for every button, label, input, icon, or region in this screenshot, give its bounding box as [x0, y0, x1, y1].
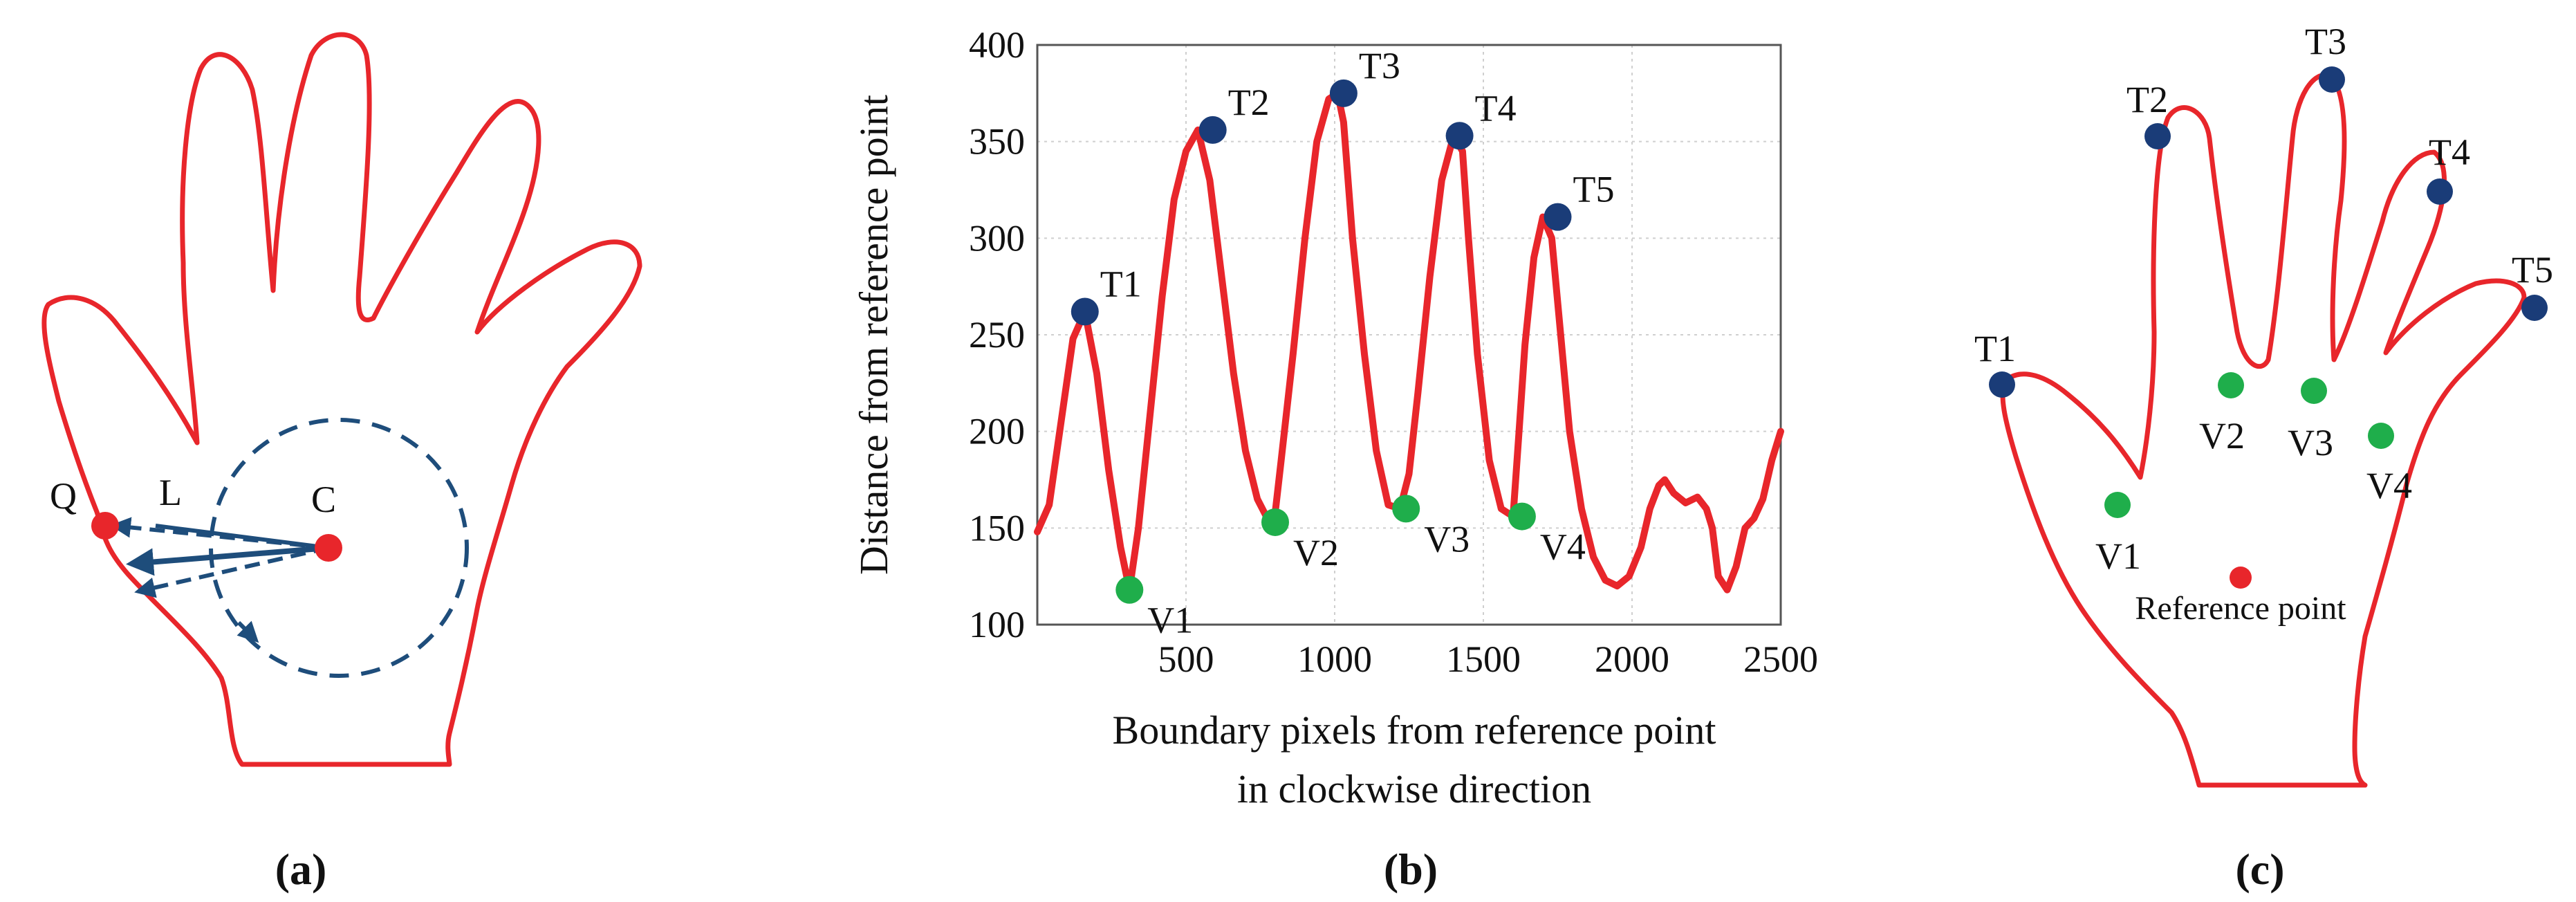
hand-outline-a — [41, 32, 642, 767]
x-tick-label: 2000 — [1595, 638, 1669, 680]
y-tick-label: 150 — [969, 507, 1025, 549]
label-q: Q — [50, 475, 77, 517]
valley-v2-c — [2218, 372, 2244, 398]
valley-label-v2: V2 — [1293, 532, 1339, 573]
tip-marker-t3 — [1329, 79, 1358, 107]
tip-label-t1: T1 — [1100, 263, 1142, 304]
y-tick-label: 200 — [969, 411, 1025, 452]
y-tick-label: 350 — [969, 121, 1025, 163]
reference-point — [2230, 567, 2252, 589]
label-t5-c: T5 — [2512, 249, 2553, 291]
y-tick-label: 250 — [969, 314, 1025, 356]
x-axis-title-line2: in clockwise direction — [1237, 766, 1591, 811]
point-c — [315, 534, 342, 562]
valley-marker-v1 — [1115, 576, 1144, 604]
x-tick-label: 500 — [1158, 638, 1214, 680]
tip-t1-c — [1989, 371, 2015, 398]
x-tick-label: 1500 — [1446, 638, 1521, 680]
vector-arrow-3 — [134, 546, 329, 598]
tip-t2-c — [2144, 123, 2171, 149]
label-c: C — [311, 479, 336, 520]
rotation-arrow — [237, 620, 259, 643]
label-v3-c: V3 — [2288, 422, 2333, 463]
tip-label-t2: T2 — [1228, 82, 1270, 123]
vector-arrow-2 — [126, 545, 329, 576]
tip-marker-t4 — [1445, 122, 1474, 150]
tip-marker-t5 — [1544, 203, 1572, 231]
valley-label-v3: V3 — [1424, 518, 1470, 560]
valley-v4-c — [2368, 423, 2394, 449]
panel-b-chart: 100 150 200 250 300 350 400 500 1000 1500 2000 2500… — [851, 24, 1818, 894]
marker-layer: T1 T2 T3 T4 T5 V1 V2 V3 V4 — [1071, 45, 1615, 641]
panel-c: T1 T2 T3 T4 T5 V1 V2 V3 V4 Reference poi… — [1974, 21, 2553, 894]
tip-t4-c — [2427, 178, 2453, 205]
y-tick-label: 100 — [969, 604, 1025, 645]
tick-layer: 100 150 200 250 300 350 400 500 1000 1500 2000 2500 — [969, 24, 1818, 680]
tip-label-t4: T4 — [1475, 87, 1517, 129]
x-tick-label: 1000 — [1297, 638, 1372, 680]
tip-t3-c — [2319, 66, 2345, 93]
label-t2-c: T2 — [2126, 79, 2168, 120]
hand-outline-c — [2000, 73, 2527, 788]
label-t4-c: T4 — [2429, 131, 2470, 173]
distance-curve — [1034, 89, 1784, 593]
valley-marker-v3 — [1392, 495, 1420, 523]
caption-c: (c) — [2235, 845, 2284, 894]
label-v2-c: V2 — [2199, 415, 2245, 457]
label-t1-c: T1 — [1974, 328, 2016, 369]
x-axis-title-line1: Boundary pixels from reference point — [1113, 708, 1716, 753]
tip-marker-t2 — [1198, 116, 1227, 144]
y-tick-label: 300 — [969, 217, 1025, 259]
valley-v3-c — [2301, 378, 2327, 404]
label-v4-c: V4 — [2366, 465, 2412, 506]
y-axis-title: Distance from reference point — [851, 95, 896, 575]
vector-arrow-4 — [155, 524, 329, 550]
caption-b: (b) — [1384, 845, 1438, 894]
tip-label-t5: T5 — [1573, 169, 1615, 210]
point-q — [91, 512, 119, 540]
panel-a: Q L C (a) — [41, 32, 642, 894]
valley-label-v4: V4 — [1540, 526, 1586, 568]
caption-a: (a) — [275, 845, 327, 894]
label-reference-point: Reference point — [2135, 590, 2346, 627]
valley-label-v1: V1 — [1147, 600, 1193, 641]
label-v1-c: V1 — [2095, 535, 2141, 577]
plot-frame — [1036, 44, 1782, 626]
valley-v1-c — [2104, 492, 2131, 518]
tip-label-t3: T3 — [1359, 45, 1400, 86]
label-t3-c: T3 — [2305, 21, 2346, 62]
valley-marker-v4 — [1508, 502, 1536, 531]
grid-layer — [1037, 45, 1781, 625]
tip-marker-t1 — [1071, 297, 1099, 326]
y-tick-label: 400 — [969, 24, 1025, 66]
palm-circle-dashed — [209, 418, 469, 678]
label-l: L — [159, 472, 182, 513]
x-tick-label: 2500 — [1743, 638, 1818, 680]
valley-marker-v2 — [1261, 508, 1289, 536]
tip-t5-c — [2521, 295, 2548, 321]
